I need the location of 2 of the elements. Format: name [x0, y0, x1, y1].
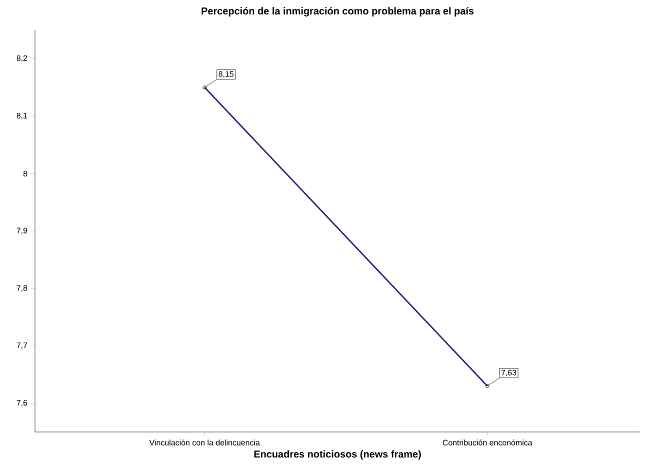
x-axis-title: Encuadres noticiosos (news frame) — [254, 450, 421, 460]
chart-title: Percepción de la inmigración como problema para el país — [202, 7, 474, 16]
